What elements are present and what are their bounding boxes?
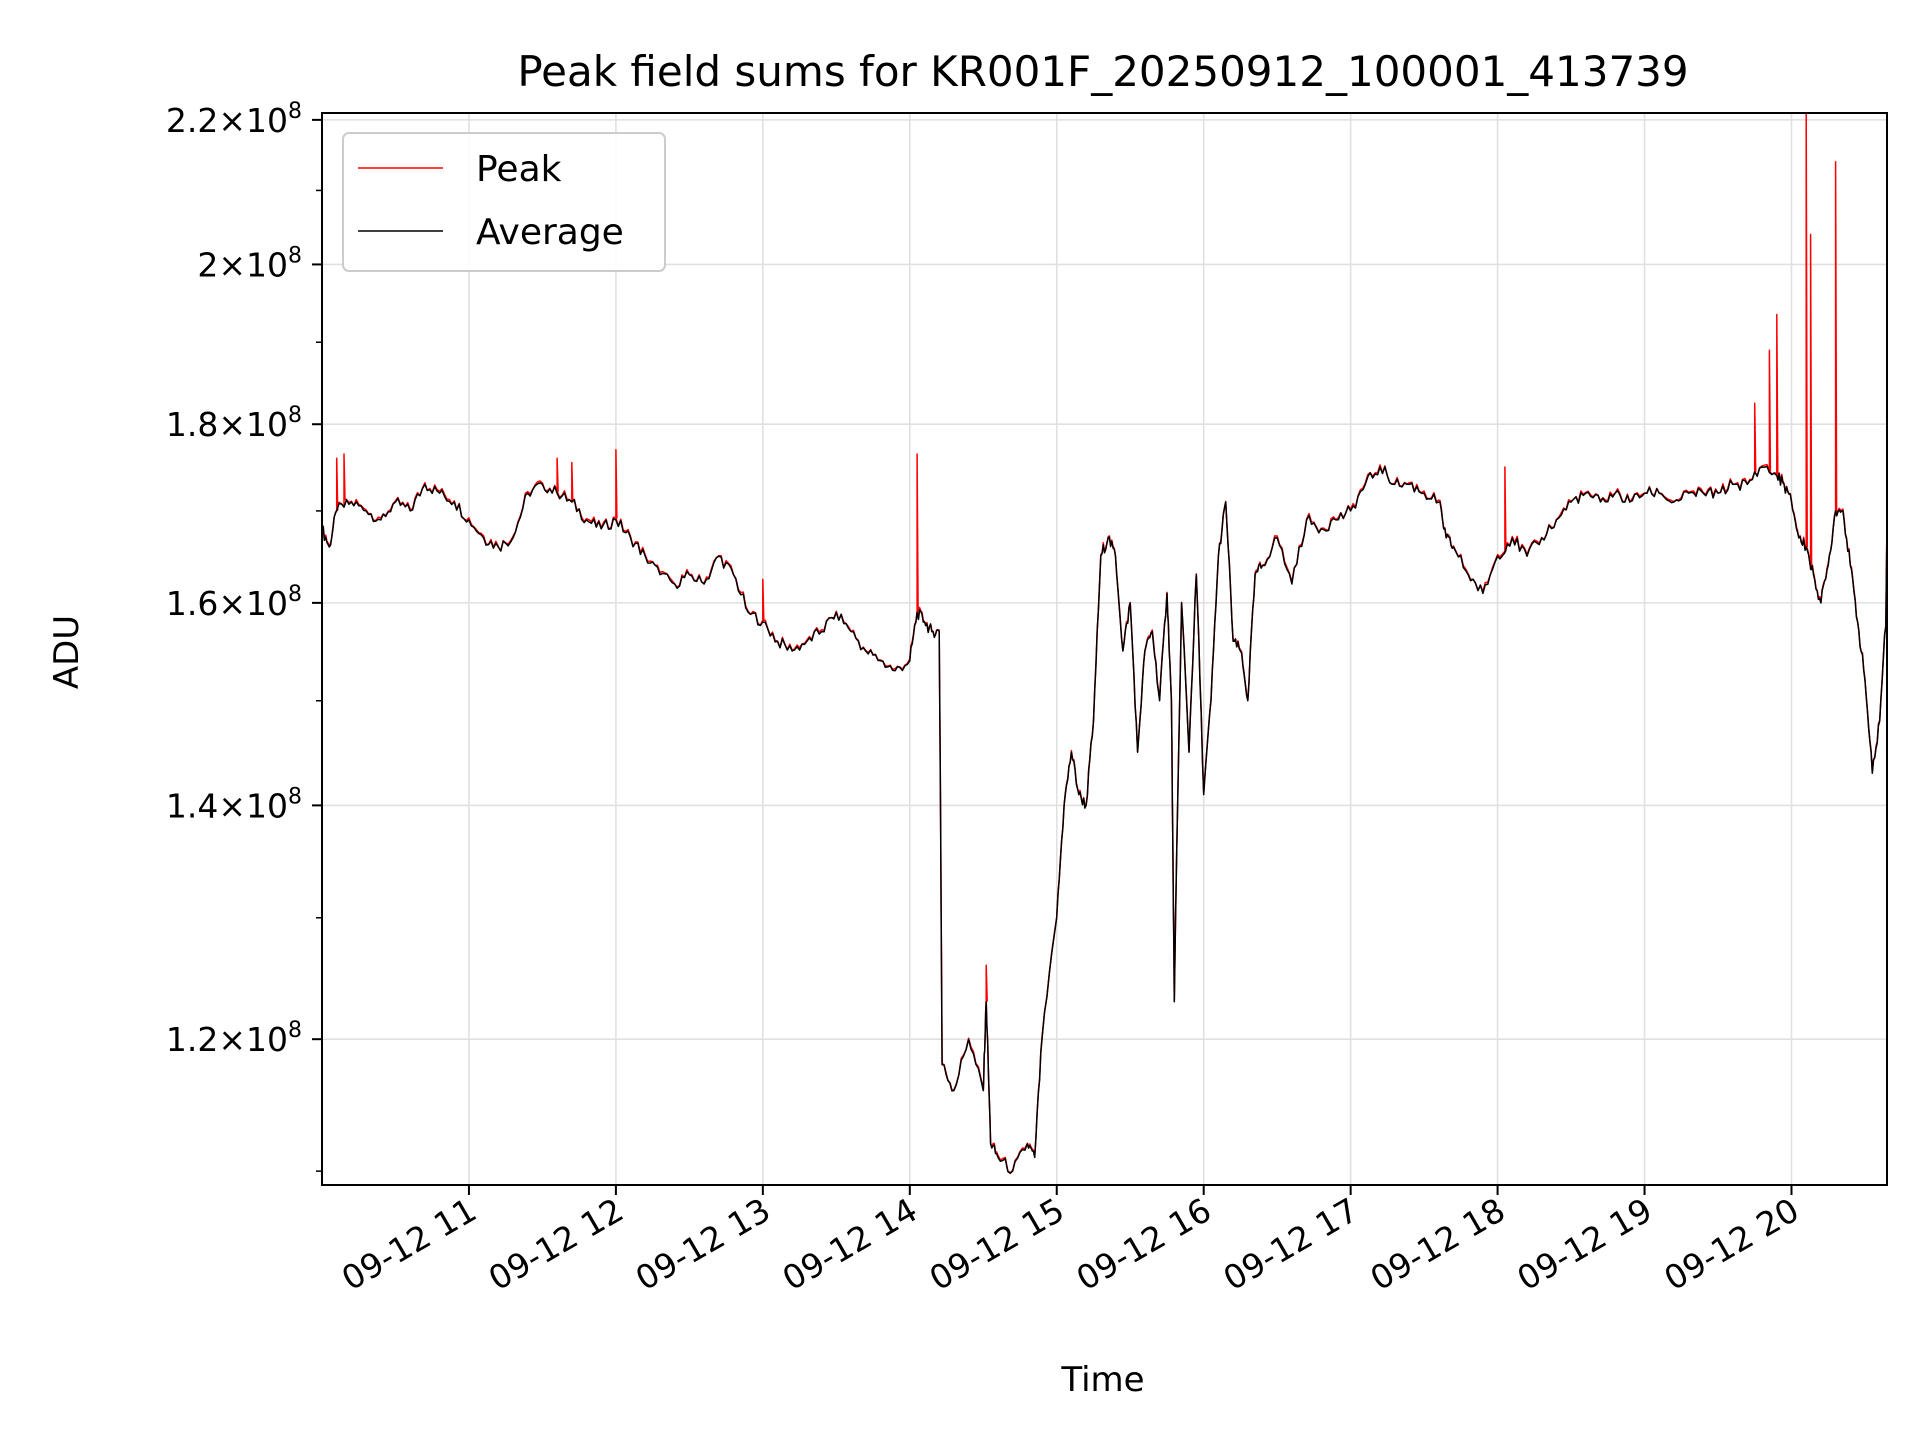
y-tick-label-0: 1.2×108 — [166, 1018, 302, 1059]
plot-area — [321, 112, 1888, 1175]
y-tick-label-5: 2.2×108 — [166, 99, 302, 140]
legend-label-peak: Peak — [476, 149, 562, 190]
plot-frame — [321, 112, 1888, 1186]
y-tick-label-2: 1.6×108 — [166, 582, 302, 623]
y-axis-label: ADU — [47, 615, 87, 689]
grid-lines — [322, 113, 1887, 1185]
x-axis-label: Time — [1060, 1360, 1144, 1400]
legend-label-average: Average — [476, 212, 624, 253]
y-tick-label-4: 2×108 — [197, 243, 302, 284]
chart-title: Peak field sums for KR001F_20250912_1000… — [517, 47, 1688, 96]
series-line-average — [321, 465, 1888, 1175]
legend: Peak Average — [342, 132, 666, 272]
y-tick-label-3: 1.8×108 — [166, 403, 302, 444]
y-tick-label-1: 1.4×108 — [166, 784, 302, 825]
